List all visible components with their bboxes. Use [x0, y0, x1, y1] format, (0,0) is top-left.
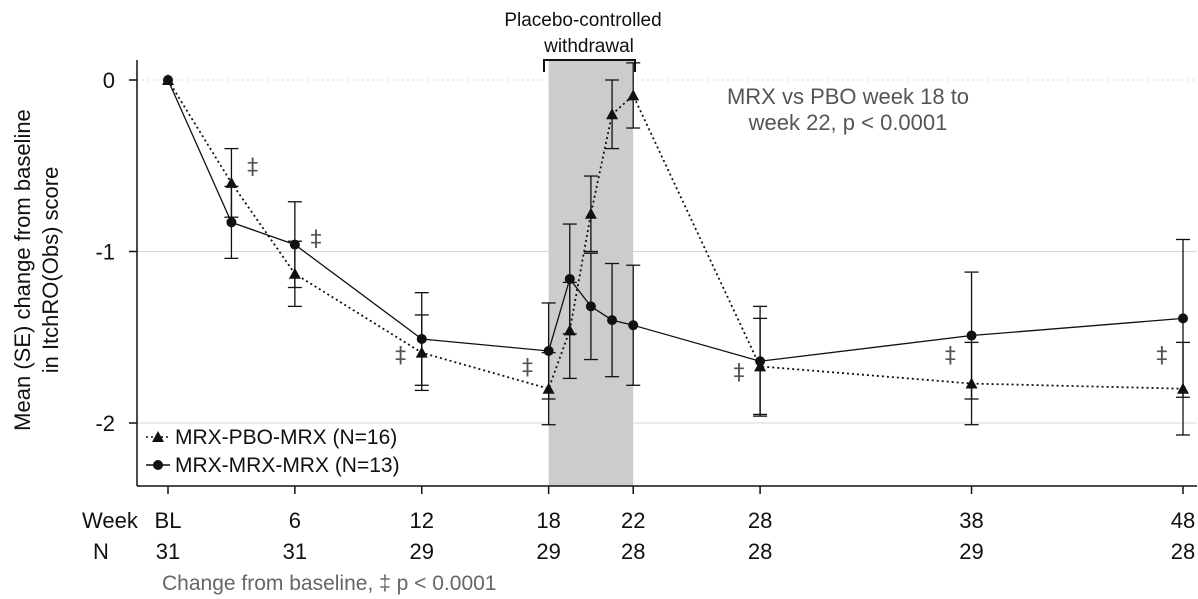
- legend-label-mrx-mrx-mrx: MRX-MRX-MRX (N=13): [175, 454, 400, 477]
- withdrawal-label-line2: withdrawal: [543, 36, 634, 57]
- n-values: 31 31 29 29 28 28 29 28: [156, 539, 1195, 564]
- x-tick-label: 18: [536, 508, 560, 533]
- y-tick-label: -2: [95, 411, 115, 436]
- week-row-label: Week: [82, 508, 139, 533]
- x-tick-label: BL: [155, 508, 182, 533]
- legend-triangle-marker: [152, 431, 164, 442]
- comparison-annotation-line2: week 22, p < 0.0001: [748, 110, 948, 135]
- data-point-circle: [628, 320, 639, 331]
- x-tick-label: 38: [959, 508, 983, 533]
- series-mrx-mrx-mrx: [163, 75, 1190, 417]
- data-point-circle: [1178, 313, 1188, 324]
- dagger-symbol: ‡: [945, 343, 956, 368]
- y-ticks: 0 -1 -2: [95, 68, 137, 436]
- x-ticks: BL 6 12 18 22 28 38 48: [155, 486, 1195, 533]
- data-point-triangle: [225, 176, 238, 188]
- dagger-symbol: ‡: [311, 227, 322, 252]
- x-tick-label: 12: [410, 508, 434, 533]
- data-point-circle: [543, 345, 554, 356]
- grid-layer: [137, 79, 1197, 424]
- withdrawal-bracket: [543, 59, 636, 72]
- y-axis-title-line1: Mean (SE) change from baseline: [10, 109, 35, 431]
- data-point-circle: [585, 301, 596, 312]
- dagger-symbol: ‡: [247, 155, 258, 180]
- data-point-triangle: [627, 89, 640, 101]
- comparison-annotation-line1: MRX vs PBO week 18 to: [727, 84, 969, 109]
- n-row-label: N: [93, 539, 109, 564]
- dagger-symbol: ‡: [522, 355, 533, 380]
- y-tick-label: -1: [95, 240, 115, 265]
- data-point-circle: [226, 217, 237, 228]
- data-point-circle: [607, 315, 618, 326]
- n-value-label: 31: [283, 539, 307, 564]
- n-value-label: 31: [156, 539, 180, 564]
- dagger-markers: ‡ ‡ ‡ ‡ ‡ ‡ ‡: [247, 155, 1167, 386]
- dagger-symbol: ‡: [395, 343, 406, 368]
- series-layer: [162, 62, 1190, 436]
- footnote: Change from baseline, ‡ p < 0.0001: [162, 572, 496, 595]
- data-point-circle: [289, 239, 300, 250]
- n-value-label: 29: [959, 539, 983, 564]
- n-value-label: 28: [621, 539, 645, 564]
- data-point-circle: [966, 330, 977, 341]
- data-point-circle: [564, 273, 575, 284]
- data-point-circle: [416, 333, 427, 344]
- y-tick-label: 0: [103, 68, 115, 93]
- data-point-circle: [163, 75, 173, 85]
- legend-label-mrx-pbo-mrx: MRX-PBO-MRX (N=16): [175, 426, 397, 449]
- n-value-label: 28: [1171, 539, 1195, 564]
- legend: MRX-PBO-MRX (N=16) MRX-MRX-MRX (N=13): [146, 426, 400, 477]
- data-point-triangle: [606, 108, 619, 120]
- axes: [136, 60, 1197, 487]
- n-value-label: 29: [410, 539, 434, 564]
- withdrawal-label-line1: Placebo-controlled: [504, 10, 661, 31]
- data-point-triangle: [584, 207, 597, 219]
- y-axis-title-line2: in ItchRO(Obs) score: [38, 167, 63, 374]
- x-tick-label: 6: [289, 508, 301, 533]
- x-tick-label: 48: [1171, 508, 1195, 533]
- dagger-symbol: ‡: [733, 361, 744, 386]
- legend-circle-marker: [153, 460, 163, 470]
- n-value-label: 28: [748, 539, 772, 564]
- data-point-circle: [755, 356, 766, 367]
- x-tick-label: 22: [621, 508, 645, 533]
- n-value-label: 29: [536, 539, 560, 564]
- x-tick-label: 28: [748, 508, 772, 533]
- series-line: [167, 79, 1184, 362]
- dagger-symbol: ‡: [1156, 343, 1167, 368]
